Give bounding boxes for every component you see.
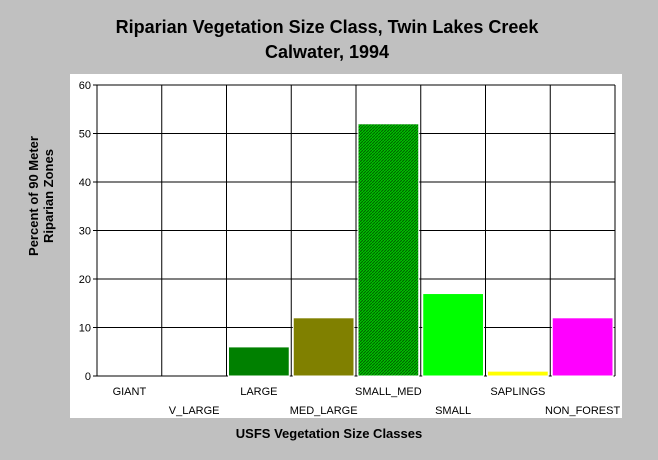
bar-saplings: [487, 370, 549, 377]
y-tick-labels: 0 10 20 30 40 50 60: [79, 80, 91, 383]
bar-small: [422, 293, 484, 377]
x-tick-label: MED_LARGE: [290, 405, 358, 417]
y-tick-label: 50: [79, 129, 91, 141]
grid-layer: [93, 84, 616, 377]
y-tick-label: 20: [79, 274, 91, 286]
y-axis-label-line1: Percent of 90 Meter: [26, 136, 41, 256]
bar-small-med: [357, 123, 420, 377]
x-tick-label: V_LARGE: [169, 405, 220, 417]
y-tick-label: 10: [79, 323, 91, 335]
x-tick-label: NON_FOREST: [545, 405, 620, 417]
bar-large: [228, 346, 290, 377]
x-tick-label: SAPLINGS: [490, 386, 545, 398]
chart-title: Riparian Vegetation Size Class, Twin Lak…: [116, 17, 540, 37]
bars-layer: [228, 123, 614, 377]
x-tick-label: LARGE: [240, 386, 277, 398]
y-axis-label-line2: Riparian Zones: [41, 149, 56, 243]
bar-med-large: [292, 317, 355, 377]
y-tick-label: 0: [85, 371, 91, 383]
chart-subtitle: Calwater, 1994: [265, 42, 389, 62]
y-tick-label: 30: [79, 226, 91, 238]
y-tick-label: 60: [79, 80, 91, 92]
bar-non-forest: [551, 317, 614, 377]
x-tick-label: SMALL_MED: [355, 386, 422, 398]
x-tick-label: GIANT: [113, 386, 147, 398]
y-axis-label: Percent of 90 Meter Riparian Zones: [26, 136, 56, 256]
x-tick-labels: GIANT V_LARGE LARGE MED_LARGE SMALL_MED SMALL…: [113, 386, 621, 417]
y-tick-label: 40: [79, 177, 91, 189]
x-tick-label: SMALL: [435, 405, 471, 417]
x-axis-label: USFS Vegetation Size Classes: [236, 426, 422, 441]
